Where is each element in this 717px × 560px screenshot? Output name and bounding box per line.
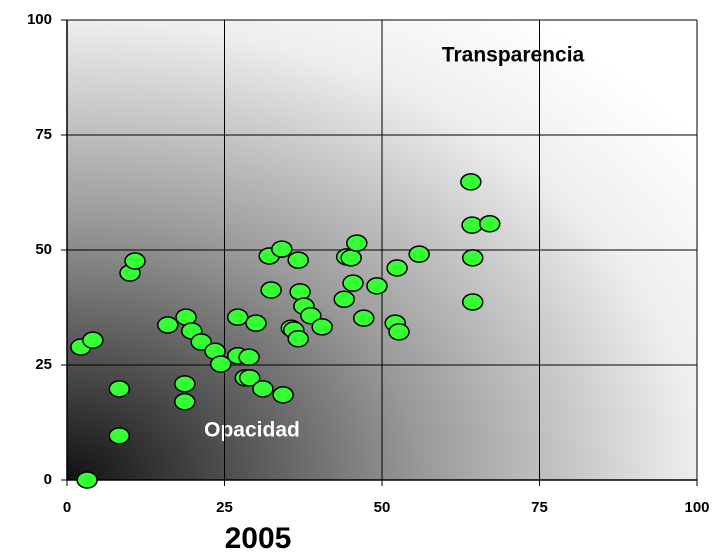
- point: [340, 249, 362, 267]
- point: [289, 283, 311, 301]
- point: [157, 316, 179, 334]
- point: [333, 290, 355, 308]
- point: [209, 355, 232, 373]
- point: [174, 375, 196, 393]
- y-tick-label: 100: [27, 11, 52, 28]
- y-tick-label: 75: [35, 126, 52, 143]
- annotation: Transparencia: [442, 44, 585, 67]
- point: [386, 259, 408, 277]
- point: [108, 380, 131, 398]
- y-tick-label: 50: [35, 241, 52, 258]
- point: [245, 314, 267, 332]
- point: [190, 333, 212, 351]
- point: [460, 173, 482, 191]
- point: [76, 471, 98, 489]
- point: [108, 427, 131, 445]
- point: [388, 323, 410, 341]
- point: [124, 252, 146, 270]
- y-tick-label: 0: [44, 471, 52, 488]
- point: [238, 348, 260, 366]
- point: [461, 216, 483, 234]
- point: [346, 234, 368, 252]
- point: [478, 215, 501, 233]
- annotation: Opacidad: [204, 419, 300, 442]
- point: [287, 330, 309, 348]
- point: [238, 369, 261, 387]
- point: [366, 277, 388, 295]
- point: [226, 308, 249, 326]
- point: [287, 251, 309, 269]
- point: [174, 393, 196, 411]
- point: [408, 245, 430, 263]
- point: [272, 386, 294, 404]
- y-tick-label: 25: [35, 356, 52, 373]
- chart-title: 2005: [225, 522, 292, 555]
- x-tick-label: 50: [374, 499, 391, 516]
- point: [252, 380, 274, 398]
- x-tick-label: 0: [63, 499, 71, 516]
- x-tick-label: 25: [216, 499, 233, 516]
- point: [82, 331, 104, 349]
- point: [342, 274, 364, 292]
- x-tick-label: 100: [684, 499, 709, 516]
- point: [271, 240, 293, 258]
- point: [461, 293, 484, 311]
- point: [311, 318, 333, 336]
- x-tick-label: 75: [531, 499, 548, 516]
- point: [260, 281, 282, 299]
- point: [352, 309, 375, 327]
- point: [461, 249, 484, 267]
